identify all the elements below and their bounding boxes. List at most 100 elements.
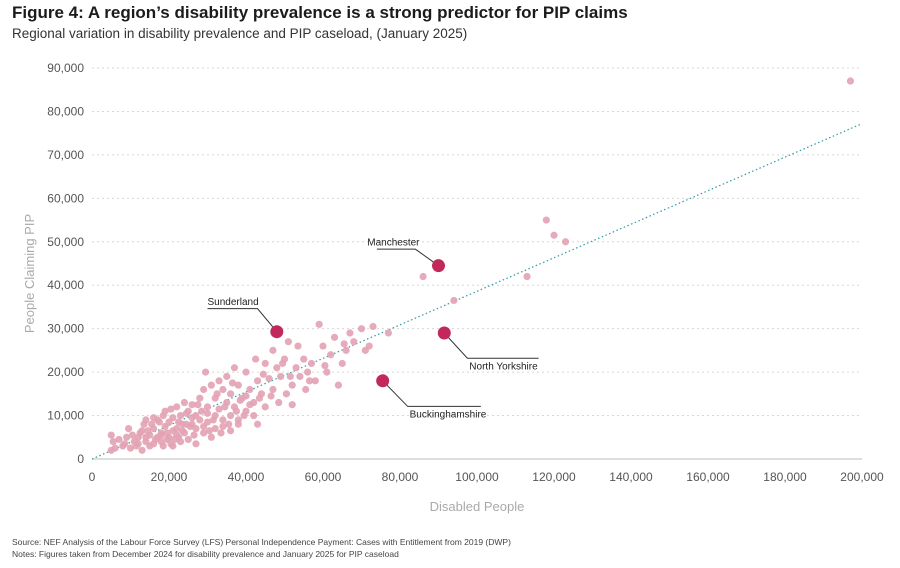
data-point (240, 411, 248, 420)
y-tick-label: 50,000 (47, 235, 84, 249)
data-point (267, 392, 275, 400)
x-tick-label: 160,000 (686, 470, 730, 484)
data-point (132, 442, 140, 450)
data-point (196, 394, 204, 402)
manchester-label: Manchester (367, 237, 420, 248)
data-point (227, 427, 235, 435)
data-point (209, 416, 217, 424)
data-point (169, 414, 177, 422)
data-point (136, 429, 144, 437)
data-point (278, 359, 287, 368)
data-point (315, 320, 323, 328)
data-point (180, 398, 188, 407)
data-point (211, 424, 219, 433)
manchester-leader-line (376, 248, 439, 267)
data-point (300, 355, 308, 363)
data-point (126, 444, 135, 452)
north-yorkshire-point (437, 326, 451, 340)
x-axis-label: Disabled People (430, 499, 525, 514)
data-point (215, 377, 223, 385)
data-point (173, 431, 181, 439)
data-point (288, 381, 296, 389)
data-point (219, 422, 227, 431)
data-point (203, 403, 212, 411)
data-point (292, 364, 300, 372)
data-point (234, 381, 242, 389)
y-tick-label: 30,000 (47, 322, 84, 336)
data-point (219, 416, 227, 424)
data-point (159, 442, 167, 450)
data-point (192, 440, 200, 448)
x-tick-label: 180,000 (763, 470, 807, 484)
data-point (173, 403, 181, 411)
data-point (346, 329, 354, 337)
data-point (223, 372, 231, 381)
data-point (230, 364, 239, 372)
data-point (323, 368, 331, 376)
data-point (369, 322, 377, 331)
data-point (153, 416, 162, 424)
x-tick-label: 140,000 (609, 470, 653, 484)
sunderland-point (270, 325, 284, 339)
data-point (194, 401, 202, 409)
data-point (203, 409, 212, 417)
data-point (200, 385, 208, 394)
data-point (246, 385, 254, 394)
data-point (178, 427, 187, 435)
data-point (242, 368, 250, 376)
data-point (305, 377, 314, 385)
data-point (123, 433, 131, 441)
x-tick-label: 120,000 (532, 470, 576, 484)
data-point (121, 440, 129, 448)
data-point (261, 359, 269, 368)
y-tick-label: 20,000 (47, 365, 84, 379)
data-point (340, 340, 348, 348)
x-tick-label: 200,000 (840, 470, 884, 484)
x-tick-label: 60,000 (305, 470, 342, 484)
data-point (161, 407, 169, 415)
data-point (196, 416, 204, 424)
data-point (252, 355, 260, 363)
data-point (450, 296, 458, 305)
data-point (167, 405, 175, 413)
data-point (188, 414, 196, 422)
north-yorkshire-leader-line (443, 332, 539, 359)
data-point (184, 435, 192, 444)
data-point (213, 390, 221, 398)
data-point (150, 440, 158, 448)
data-point (273, 364, 281, 372)
data-point (142, 433, 150, 441)
buckinghamshire-point (376, 374, 390, 388)
source-note: Source: NEF Analysis of the Labour Force… (12, 537, 511, 547)
data-point (109, 438, 117, 446)
data-point (384, 329, 393, 337)
data-point (250, 411, 258, 420)
data-point (190, 431, 198, 439)
data-point (157, 431, 165, 439)
y-tick-label: 90,000 (47, 61, 84, 75)
data-point (182, 420, 190, 428)
data-point (148, 420, 156, 428)
data-point (338, 359, 346, 368)
y-tick-label: 70,000 (47, 148, 84, 162)
y-tick-label: 10,000 (47, 409, 84, 423)
data-point (221, 403, 229, 411)
x-tick-label: 40,000 (228, 470, 265, 484)
data-point (144, 427, 152, 435)
data-point (253, 377, 262, 385)
data-point (163, 429, 171, 437)
y-tick-label: 40,000 (47, 278, 84, 292)
data-point (227, 390, 235, 398)
data-point (269, 385, 277, 394)
data-point (215, 405, 223, 413)
data-point (284, 338, 292, 346)
data-point (207, 433, 215, 441)
data-point (277, 372, 285, 381)
data-point (846, 77, 855, 85)
data-point (304, 368, 312, 376)
data-point (175, 418, 183, 426)
data-point (219, 385, 227, 394)
data-point (311, 377, 319, 385)
data-point (542, 216, 550, 224)
data-point (307, 359, 316, 368)
